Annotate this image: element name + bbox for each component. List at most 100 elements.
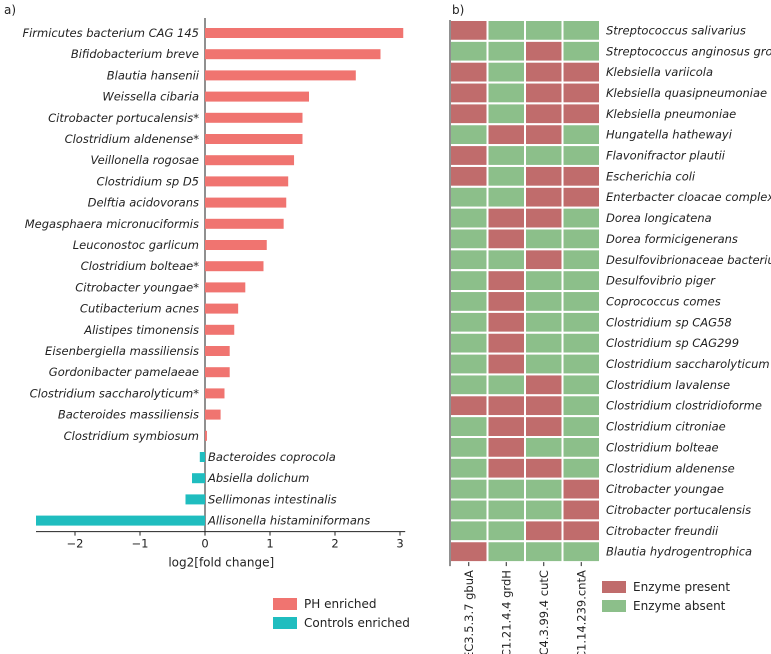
heatmap-cell bbox=[524, 185, 564, 209]
heatmap-cell bbox=[524, 519, 564, 543]
bar bbox=[205, 409, 221, 420]
bar-category-label: Clostridium symbiosum bbox=[64, 429, 199, 443]
heatmap-cell bbox=[524, 269, 564, 293]
bar-category-label: Clostridium aldenense* bbox=[65, 132, 200, 146]
heatmap-cell bbox=[524, 331, 564, 355]
bar-category-label: Bacteroides coprocola bbox=[208, 450, 336, 464]
heatmap-cell bbox=[524, 60, 564, 84]
heatmap-row-label: Clostridium sp CAG299 bbox=[606, 336, 739, 350]
heatmap-cell bbox=[486, 81, 526, 105]
bar bbox=[205, 346, 230, 356]
heatmap-cell bbox=[486, 185, 526, 209]
bar-category-label: Bifidobacterium breve bbox=[71, 47, 199, 61]
bar bbox=[205, 112, 303, 123]
heatmap-cell bbox=[486, 331, 526, 355]
heatmap-cell bbox=[449, 227, 489, 251]
bar bbox=[205, 430, 207, 441]
x-tick-label: 2 bbox=[331, 537, 338, 551]
heatmap-cell bbox=[561, 373, 601, 397]
legend-swatch bbox=[602, 581, 626, 593]
heatmap-cell bbox=[449, 373, 489, 397]
heatmap-column-label: EC1.14.239.cntA bbox=[574, 570, 588, 654]
heatmap-cell bbox=[561, 185, 601, 209]
heatmap-row-label: Clostridium aldenense bbox=[606, 461, 735, 475]
bar bbox=[205, 28, 404, 38]
bar bbox=[205, 70, 356, 81]
heatmap-cell bbox=[486, 248, 526, 272]
heatmap-row-label: Citrobacter freundii bbox=[606, 524, 719, 538]
heatmap-column-label: EC1.21.4.4 grdH bbox=[499, 570, 513, 654]
heatmap-cell bbox=[486, 373, 526, 397]
heatmap-cell bbox=[561, 206, 601, 230]
bar-category-label: Sellimonas intestinalis bbox=[208, 492, 337, 506]
bar bbox=[205, 134, 303, 144]
heatmap-cell bbox=[561, 144, 601, 167]
heatmap-cell bbox=[486, 102, 526, 126]
heatmap-cell bbox=[524, 39, 564, 63]
heatmap-row-label: Hungatella hathewayi bbox=[606, 128, 733, 142]
heatmap-cell bbox=[449, 498, 489, 522]
bar-chart: Firmicutes bacterium CAG 145 Bifidobacter… bbox=[22, 18, 410, 630]
heatmap-row-label: Coprococcus comes bbox=[606, 294, 721, 308]
heatmap-cell bbox=[561, 19, 601, 42]
heatmap-cell bbox=[449, 206, 489, 230]
bar-category-label: Clostridium sp D5 bbox=[97, 174, 199, 188]
heatmap: Streptococcus salivarius Streptococcus an… bbox=[449, 19, 771, 654]
bar-category-label: Absiella dolichum bbox=[207, 471, 309, 485]
heatmap-cell bbox=[449, 394, 489, 418]
heatmap-cell bbox=[561, 477, 601, 501]
heatmap-cell bbox=[524, 540, 564, 564]
heatmap-row-label: Clostridium clostridioforme bbox=[606, 399, 762, 413]
heatmap-cell bbox=[561, 269, 601, 293]
heatmap-cell bbox=[561, 310, 601, 334]
heatmap-cell bbox=[486, 310, 526, 334]
heatmap-cell bbox=[524, 436, 564, 459]
bar-category-label: Bacteroides massiliensis bbox=[58, 408, 199, 422]
bar bbox=[205, 324, 235, 335]
bar bbox=[205, 367, 230, 378]
x-tick-label: −1 bbox=[132, 537, 149, 551]
bar bbox=[205, 218, 284, 229]
heatmap-cell bbox=[561, 415, 601, 438]
heatmap-cell bbox=[449, 39, 489, 63]
legend-swatch bbox=[273, 617, 297, 629]
heatmap-row-label: Blautia hydrogentrophica bbox=[606, 545, 752, 559]
heatmap-cell bbox=[449, 185, 489, 209]
heatmap-cell bbox=[449, 477, 489, 501]
heatmap-cell bbox=[449, 331, 489, 355]
bar-category-label: Clostridium saccharolyticum* bbox=[30, 386, 200, 400]
x-tick-label: 3 bbox=[396, 537, 403, 551]
heatmap-cell bbox=[561, 436, 601, 459]
heatmap-cell bbox=[449, 310, 489, 334]
heatmap-cell bbox=[449, 352, 489, 376]
bar bbox=[205, 388, 225, 399]
heatmap-cell bbox=[561, 60, 601, 84]
x-tick-label: 1 bbox=[266, 537, 273, 551]
heatmap-cell bbox=[561, 102, 601, 126]
heatmap-cell bbox=[524, 415, 564, 438]
heatmap-cell bbox=[561, 39, 601, 63]
heatmap-cell bbox=[524, 248, 564, 272]
panel-a-label: a) bbox=[4, 3, 16, 17]
bar-category-label: Delftia acidovorans bbox=[88, 196, 199, 210]
heatmap-cell bbox=[561, 456, 601, 480]
heatmap-cell bbox=[561, 498, 601, 522]
heatmap-cell bbox=[561, 331, 601, 355]
bar-category-label: Firmicutes bacterium CAG 145 bbox=[22, 26, 199, 40]
heatmap-cell bbox=[524, 290, 564, 313]
heatmap-cell bbox=[486, 123, 526, 147]
heatmap-cell bbox=[486, 39, 526, 63]
heatmap-cell bbox=[524, 164, 564, 188]
panel-b-label: b) bbox=[452, 3, 464, 17]
bar-category-label: Leuconostoc garlicum bbox=[73, 238, 199, 252]
heatmap-cell bbox=[486, 290, 526, 313]
bar-category-label: Megasphaera micronuciformis bbox=[25, 217, 199, 231]
heatmap-cell bbox=[449, 60, 489, 84]
heatmap-cell bbox=[561, 227, 601, 251]
legend-label: Enzyme absent bbox=[633, 599, 726, 613]
heatmap-cell bbox=[486, 227, 526, 251]
heatmap-row-label: Clostridium lavalense bbox=[606, 378, 730, 392]
bar-category-label: Alistipes timonensis bbox=[83, 323, 199, 337]
x-axis-label: log2[fold change] bbox=[168, 556, 274, 570]
